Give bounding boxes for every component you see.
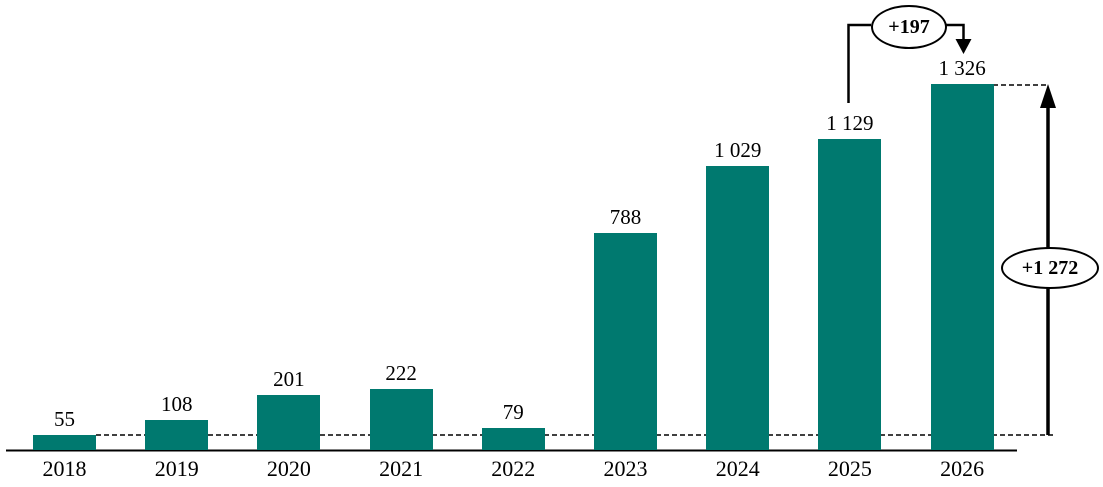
x-tick-2022: 2022 [491, 456, 536, 481]
value-label-2024: 1 029 [714, 138, 762, 163]
down-arrowhead-icon [955, 39, 972, 54]
value-label-2025: 1 129 [826, 110, 874, 135]
bar-2019 [145, 420, 209, 450]
value-label-2020: 201 [273, 366, 305, 391]
bar-2026 [930, 84, 994, 450]
bar-2022 [481, 428, 545, 450]
value-label-2022: 79 [502, 400, 524, 425]
delta-bracket-left [847, 23, 871, 103]
bar-2024 [706, 166, 770, 450]
value-label-2023: 788 [609, 204, 642, 229]
x-tick-2024: 2024 [715, 456, 760, 481]
value-label-2026: 1 326 [938, 56, 986, 81]
value-label-2021: 222 [385, 360, 417, 385]
bar-2025 [818, 138, 882, 450]
x-tick-2025: 2025 [827, 456, 872, 481]
x-tick-2018: 2018 [42, 456, 87, 481]
value-label-2018: 55 [54, 406, 75, 431]
bar-2018 [33, 434, 96, 450]
bar-2023 [594, 232, 657, 450]
x-tick-2023: 2023 [603, 456, 648, 481]
value-label-2019: 108 [160, 392, 193, 417]
bar-2021 [369, 388, 433, 450]
x-tick-2019: 2019 [154, 456, 199, 481]
delta-2025-2026-callout: +197 [871, 5, 947, 49]
x-tick-2020: 2020 [266, 456, 311, 481]
delta-2025-2026-label: +197 [888, 15, 930, 38]
total-growth-label: +1 272 [1021, 256, 1079, 279]
total-growth-callout: +1 272 [1001, 247, 1099, 289]
up-arrowhead-icon [1040, 84, 1056, 108]
x-tick-2026: 2026 [940, 456, 985, 481]
x-tick-2021: 2021 [379, 456, 424, 481]
bar-2020 [257, 394, 321, 450]
